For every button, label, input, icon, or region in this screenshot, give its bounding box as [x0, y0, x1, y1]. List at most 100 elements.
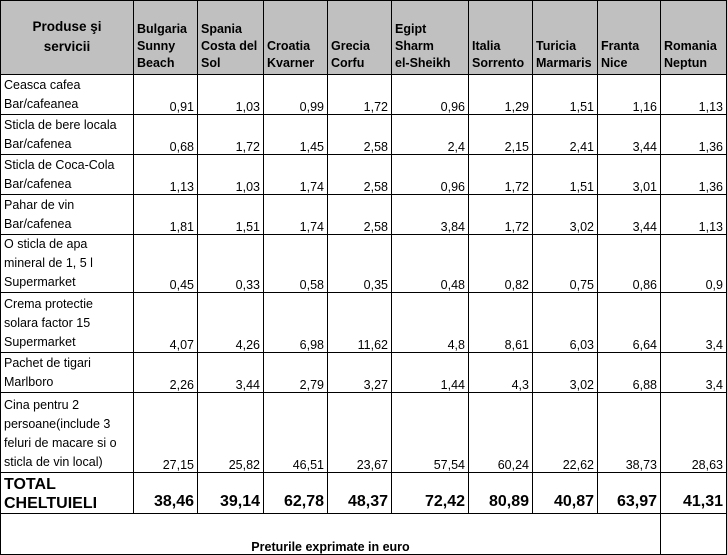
cell[interactable]: 1,36	[660, 154, 727, 195]
cell[interactable]: 2,58	[327, 154, 392, 195]
cell[interactable]: 1,13	[660, 74, 727, 115]
cell[interactable]: 3,84	[391, 194, 469, 235]
cell[interactable]: 0,82	[468, 234, 533, 293]
cell[interactable]: 0,35	[327, 234, 392, 293]
header-col-turcia[interactable]: Turicia Marmaris	[532, 0, 598, 75]
cell[interactable]: 2,58	[327, 194, 392, 235]
row-label[interactable]: O sticla de apa mineral de 1, 5 l Superm…	[0, 234, 134, 293]
cell[interactable]: 1,16	[597, 74, 661, 115]
cell[interactable]: 2,41	[532, 114, 598, 155]
cell[interactable]: 1,74	[263, 154, 328, 195]
header-col-italia[interactable]: Italia Sorrento	[468, 0, 533, 75]
cell[interactable]: 1,03	[197, 74, 264, 115]
total-cell[interactable]: 41,31	[660, 472, 727, 514]
cell[interactable]: 38,73	[597, 392, 661, 473]
cell[interactable]: 11,62	[327, 292, 392, 353]
cell[interactable]: 6,64	[597, 292, 661, 353]
cell[interactable]: 1,03	[197, 154, 264, 195]
cell[interactable]: 0,68	[133, 114, 198, 155]
cell[interactable]: 4,26	[197, 292, 264, 353]
cell[interactable]: 2,15	[468, 114, 533, 155]
cell[interactable]: 4,07	[133, 292, 198, 353]
cell[interactable]: 4,3	[468, 352, 533, 393]
cell[interactable]: 22,62	[532, 392, 598, 473]
row-label[interactable]: Pahar de vin Bar/cafenea	[0, 194, 134, 235]
total-cell[interactable]: 38,46	[133, 472, 198, 514]
cell[interactable]: 1,72	[468, 154, 533, 195]
cell[interactable]: 6,03	[532, 292, 598, 353]
cell[interactable]: 0,91	[133, 74, 198, 115]
row-label[interactable]: Ceasca cafea Bar/cafeanea	[0, 74, 134, 115]
cell[interactable]: 1,45	[263, 114, 328, 155]
cell[interactable]: 1,81	[133, 194, 198, 235]
cell[interactable]: 1,44	[391, 352, 469, 393]
cell[interactable]: 6,88	[597, 352, 661, 393]
cell[interactable]: 23,67	[327, 392, 392, 473]
cell[interactable]: 57,54	[391, 392, 469, 473]
cell[interactable]: 28,63	[660, 392, 727, 473]
cell[interactable]: 1,29	[468, 74, 533, 115]
header-col-egipt[interactable]: Egipt Sharm el-Sheikh	[391, 0, 469, 75]
cell[interactable]: 3,02	[532, 352, 598, 393]
cell[interactable]: 3,01	[597, 154, 661, 195]
cell[interactable]: 0,96	[391, 74, 469, 115]
cell[interactable]: 1,72	[197, 114, 264, 155]
header-products-services[interactable]: Produse şi servicii	[0, 0, 134, 75]
row-label[interactable]: Pachet de tigari Marlboro	[0, 352, 134, 393]
cell[interactable]: 1,13	[133, 154, 198, 195]
total-cell[interactable]: 72,42	[391, 472, 469, 514]
cell[interactable]: 0,45	[133, 234, 198, 293]
cell[interactable]: 0,58	[263, 234, 328, 293]
total-cell[interactable]: 62,78	[263, 472, 328, 514]
cell[interactable]: 60,24	[468, 392, 533, 473]
row-label[interactable]: Cina pentru 2 persoane(include 3 feluri …	[0, 392, 134, 473]
cell[interactable]: 4,8	[391, 292, 469, 353]
cell[interactable]: 25,82	[197, 392, 264, 473]
cell[interactable]: 0,75	[532, 234, 598, 293]
cell[interactable]: 1,74	[263, 194, 328, 235]
cell[interactable]: 3,27	[327, 352, 392, 393]
cell[interactable]: 2,58	[327, 114, 392, 155]
total-cell[interactable]: 48,37	[327, 472, 392, 514]
row-label[interactable]: Sticla de bere locala Bar/cafenea	[0, 114, 134, 155]
row-label[interactable]: Crema protectie solara factor 15 Superma…	[0, 292, 134, 353]
cell[interactable]: 0,86	[597, 234, 661, 293]
cell[interactable]: 1,51	[532, 74, 598, 115]
total-cell[interactable]: 40,87	[532, 472, 598, 514]
empty-cell[interactable]	[660, 513, 727, 555]
cell[interactable]: 8,61	[468, 292, 533, 353]
cell[interactable]: 1,36	[660, 114, 727, 155]
cell[interactable]: 3,02	[532, 194, 598, 235]
cell[interactable]: 1,51	[197, 194, 264, 235]
header-col-spania[interactable]: Spania Costa del Sol	[197, 0, 264, 75]
cell[interactable]: 27,15	[133, 392, 198, 473]
cell[interactable]: 0,99	[263, 74, 328, 115]
footnote-currency[interactable]: Preturile exprimate in euro	[0, 513, 661, 555]
cell[interactable]: 0,48	[391, 234, 469, 293]
cell[interactable]: 0,96	[391, 154, 469, 195]
header-col-croatia[interactable]: Croatia Kvarner	[263, 0, 328, 75]
cell[interactable]: 3,44	[597, 114, 661, 155]
header-col-franta[interactable]: Franta Nice	[597, 0, 661, 75]
cell[interactable]: 3,4	[660, 292, 727, 353]
total-cell[interactable]: 80,89	[468, 472, 533, 514]
header-col-bulgaria[interactable]: Bulgaria Sunny Beach	[133, 0, 198, 75]
cell[interactable]: 3,4	[660, 352, 727, 393]
cell[interactable]: 46,51	[263, 392, 328, 473]
cell[interactable]: 2,4	[391, 114, 469, 155]
total-cell[interactable]: 39,14	[197, 472, 264, 514]
cell[interactable]: 2,79	[263, 352, 328, 393]
cell[interactable]: 0,33	[197, 234, 264, 293]
cell[interactable]: 6,98	[263, 292, 328, 353]
total-cell[interactable]: 63,97	[597, 472, 661, 514]
cell[interactable]: 3,44	[597, 194, 661, 235]
cell[interactable]: 0,9	[660, 234, 727, 293]
cell[interactable]: 1,13	[660, 194, 727, 235]
row-label[interactable]: Sticla de Coca-Cola Bar/cafenea	[0, 154, 134, 195]
cell[interactable]: 1,72	[327, 74, 392, 115]
cell[interactable]: 2,26	[133, 352, 198, 393]
cell[interactable]: 1,72	[468, 194, 533, 235]
header-col-romania[interactable]: Romania Neptun	[660, 0, 727, 75]
header-col-grecia[interactable]: Grecia Corfu	[327, 0, 392, 75]
cell[interactable]: 1,51	[532, 154, 598, 195]
